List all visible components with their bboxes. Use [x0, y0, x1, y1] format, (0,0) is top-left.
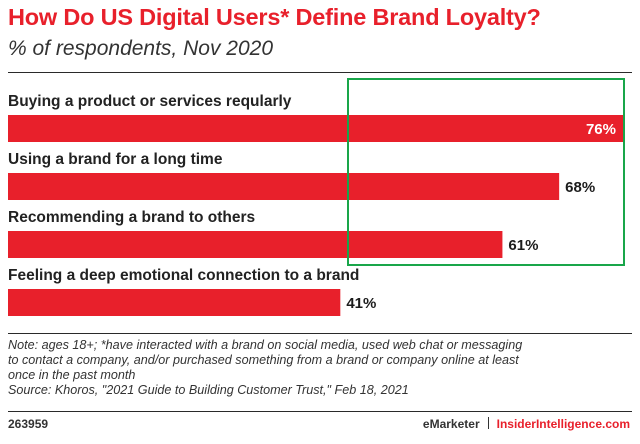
category-label: Recommending a brand to others [8, 209, 255, 226]
value-label: 76% [586, 121, 616, 138]
value-label: 41% [346, 295, 376, 312]
value-label: 61% [508, 237, 538, 254]
note-line-3: once in the past month [8, 368, 136, 382]
notes-divider [8, 333, 632, 334]
category-label: Buying a product or services reqularly [8, 93, 292, 110]
bar [8, 173, 560, 200]
footer-brands: eMarketer InsiderIntelligence.com [423, 417, 630, 431]
insider-intelligence-link[interactable]: InsiderIntelligence.com [496, 417, 630, 431]
bar [8, 289, 341, 316]
value-label: 68% [565, 179, 595, 196]
chart-notes: Note: ages 18+; *have interacted with a … [8, 338, 632, 398]
chart-id: 263959 [8, 417, 49, 431]
bar [8, 115, 624, 142]
note-line-2: to contact a company, and/or purchased s… [8, 353, 519, 367]
note-line-1: Note: ages 18+; *have interacted with a … [8, 338, 523, 352]
emarketer-logo: eMarketer [422, 417, 480, 431]
footer-divider [8, 411, 632, 412]
category-label: Feeling a deep emotional connection to a… [8, 267, 359, 284]
bar [8, 231, 503, 258]
source-line: Source: Khoros, "2021 Guide to Building … [8, 383, 409, 397]
chart-subtitle: % of respondents, Nov 2020 [8, 37, 274, 60]
top-divider [8, 72, 632, 73]
highlight-box [347, 78, 625, 266]
category-label: Using a brand for a long time [8, 151, 223, 168]
bar-chart: Buying a product or services reqularly 76… [8, 93, 624, 316]
brand-separator [487, 417, 489, 429]
chart-title: How Do US Digital Users* Define Brand Lo… [8, 4, 541, 30]
